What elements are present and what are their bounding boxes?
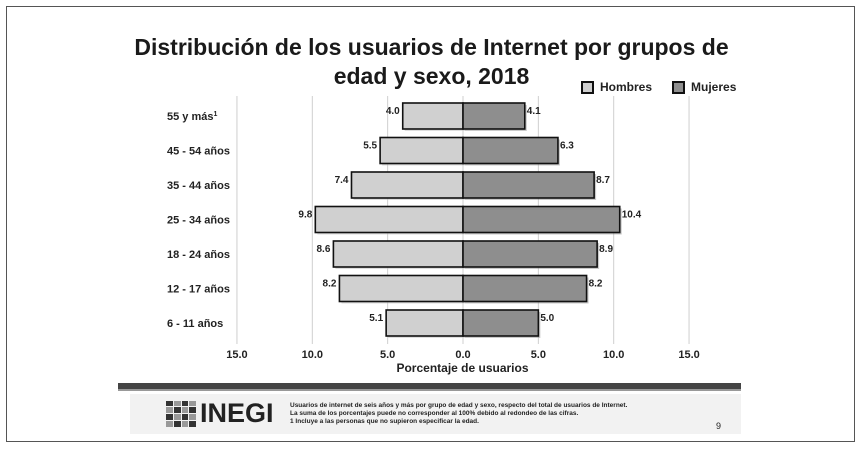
data-label-hombres: 4.0 (386, 106, 400, 117)
x-tick-label: 15.0 (226, 349, 247, 361)
x-tick-label: 10.0 (603, 349, 624, 361)
bar-mujeres (462, 274, 588, 303)
chart-title-line1: Distribución de los usuarios de Internet… (134, 34, 729, 60)
bar-hombres (314, 205, 464, 234)
bar-mujeres (462, 205, 621, 234)
footer-divider-thin (118, 389, 741, 391)
legend-swatch-mujeres (672, 80, 686, 94)
bar-hombres (401, 102, 464, 130)
page-number: 9 (716, 421, 722, 431)
x-tick-label: 15.0 (678, 349, 699, 361)
footer-notes: Usuarios de internet de seis años y más … (290, 402, 690, 426)
bar-hombres (338, 274, 464, 303)
data-label-mujeres: 8.7 (596, 175, 610, 186)
data-label-mujeres: 6.3 (560, 141, 574, 152)
data-label-mujeres: 10.4 (622, 210, 642, 221)
inegi-logo-text: INEGI (200, 398, 274, 428)
x-tick-label: 0.0 (455, 349, 470, 361)
x-tick-label: 10.0 (302, 349, 323, 361)
chart-title-line2: edad y sexo, 2018 (333, 63, 530, 89)
data-label-mujeres: 5.0 (540, 313, 554, 324)
bar-hombres (350, 171, 464, 199)
data-label-hombres: 5.5 (363, 141, 377, 152)
data-label-hombres: 7.4 (335, 175, 349, 186)
bar-mujeres (462, 240, 598, 268)
bar-hombres (332, 240, 464, 268)
bar-hombres (385, 309, 464, 337)
data-label-mujeres: 8.9 (599, 244, 613, 255)
x-tick-label: 5.0 (531, 349, 546, 361)
data-label-mujeres: 8.2 (589, 279, 603, 290)
data-label-hombres: 8.2 (323, 279, 337, 290)
footer-note-3: 1 Incluye a las personas que no supieron… (290, 418, 479, 425)
category-label: 6 - 11 años (167, 318, 223, 330)
footer-note-2: La suma de los porcentajes puede no corr… (290, 410, 579, 417)
data-label-hombres: 8.6 (316, 244, 330, 255)
bar-mujeres (462, 102, 526, 130)
inegi-logo-mark (166, 400, 196, 427)
bar-mujeres (462, 309, 540, 337)
legend-label-mujeres: Mujeres (691, 80, 737, 94)
bar-mujeres (462, 136, 559, 165)
footer-divider (118, 383, 741, 389)
x-tick-label: 5.0 (380, 349, 395, 361)
category-label: 45 - 54 años (167, 146, 230, 158)
category-label: 25 - 34 años (167, 215, 230, 227)
footer-panel (130, 394, 741, 434)
data-label-hombres: 5.1 (369, 313, 383, 324)
inegi-logo: INEGI (166, 398, 274, 429)
category-label: 18 - 24 años (167, 249, 230, 261)
footer-note-1: Usuarios de internet de seis años y más … (290, 402, 628, 409)
legend-swatch-hombres (581, 80, 594, 94)
category-label: 35 - 44 años (167, 180, 230, 192)
data-label-mujeres: 4.1 (527, 106, 541, 117)
bar-mujeres (462, 171, 595, 199)
data-label-hombres: 9.8 (298, 210, 312, 221)
legend-label-hombres: Hombres (600, 80, 653, 94)
category-label: 55 y más1 (167, 111, 217, 123)
category-label: 12 - 17 años (167, 284, 230, 296)
x-axis-title: Porcentaje de usuarios (396, 361, 529, 375)
bar-hombres (379, 136, 464, 165)
legend: Hombres Mujeres (581, 80, 736, 94)
